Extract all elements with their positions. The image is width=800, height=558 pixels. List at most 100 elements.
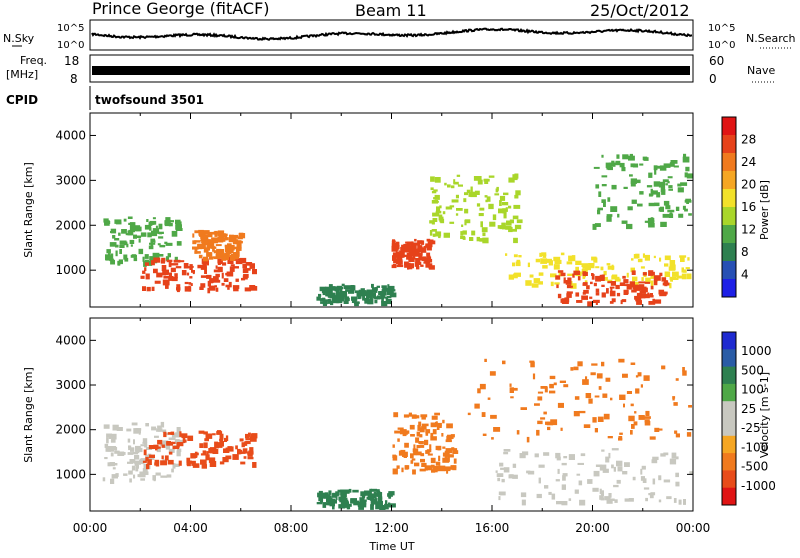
velocity-cell (606, 499, 613, 504)
velocity-cell (598, 386, 602, 390)
power-cell (178, 260, 185, 263)
velocity-colorbar-frame (721, 331, 737, 506)
power-cell (387, 284, 390, 290)
power-cell (682, 205, 686, 210)
power-cell (628, 155, 635, 161)
power-cell (342, 291, 347, 298)
power-cell (619, 162, 625, 168)
velocity-cell (151, 426, 157, 431)
power-cell (244, 287, 251, 292)
power-cell (603, 270, 607, 276)
power-cell (662, 282, 670, 286)
power-cell (392, 239, 396, 245)
velocity-cell (417, 424, 421, 431)
velocity-cell (411, 414, 417, 419)
power-cell (140, 275, 145, 279)
velocity-cell (652, 478, 656, 485)
velocity-cell (588, 398, 593, 404)
velocity-colorbar-tick-label: 500 (741, 363, 764, 377)
velocity-cell (484, 358, 487, 362)
velocity-cell (631, 424, 635, 429)
power-cell (662, 179, 669, 183)
power-cell (516, 219, 523, 224)
power-cell (151, 286, 155, 291)
power-cell (623, 186, 628, 189)
velocity-cell (107, 462, 111, 467)
power-cell (345, 289, 351, 292)
power-cell (642, 272, 647, 276)
power-cell (466, 189, 471, 193)
power-cell (320, 301, 324, 304)
velocity-cell (430, 436, 437, 441)
velocity-cell (340, 489, 346, 496)
velocity-cell (434, 412, 440, 416)
power-cell (611, 275, 616, 280)
velocity-cell (147, 459, 152, 465)
velocity-colorbar-segment (722, 418, 736, 437)
power-cell (204, 269, 207, 274)
power-cell (505, 207, 508, 212)
power-cell (653, 255, 656, 259)
velocity-cell (148, 445, 154, 450)
power-cell (639, 284, 645, 290)
velocity-cell (579, 499, 586, 506)
velocity-cell (364, 490, 370, 496)
velocity-cell (534, 403, 540, 406)
power-cell (629, 153, 633, 158)
power-cell (174, 273, 178, 279)
power-cell (645, 277, 651, 284)
power-cell (229, 245, 234, 250)
velocity-cell (367, 495, 375, 500)
power-cell (653, 181, 661, 187)
power-cell (149, 256, 154, 260)
velocity-cell (544, 387, 548, 393)
velocity-cell (401, 467, 404, 473)
power-cell (508, 274, 514, 280)
power-cell (484, 195, 488, 198)
power-cell (374, 296, 382, 300)
power-cell (119, 249, 122, 254)
power-cell (661, 277, 667, 282)
power-cell (171, 277, 176, 280)
velocity-cell (249, 447, 254, 453)
velocity-cell (200, 459, 207, 465)
power-cell (687, 257, 690, 261)
power-cell (642, 156, 648, 161)
velocity-cell (186, 457, 191, 463)
power-cell (624, 284, 629, 287)
velocity-cell (384, 503, 389, 510)
power-cell (481, 227, 488, 233)
power-cell (652, 220, 655, 223)
velocity-cell (580, 453, 586, 457)
power-cell (110, 231, 116, 233)
velocity-cell (479, 383, 486, 390)
velocity-cell (669, 458, 677, 465)
velocity-cell (323, 492, 326, 496)
power-cell (590, 281, 593, 285)
power-cell (652, 190, 658, 195)
power-cell (444, 182, 447, 186)
power-cell (461, 224, 464, 227)
power-cell (575, 260, 582, 265)
power-cell (568, 291, 573, 294)
power-cell (650, 280, 654, 287)
power-cell (518, 255, 522, 258)
power-cell (325, 286, 330, 290)
power-cell (667, 176, 673, 179)
power-cell (190, 265, 194, 268)
power-cell (192, 240, 197, 245)
velocity-cell (419, 468, 426, 472)
velocity-cell (605, 377, 611, 382)
power-cell (119, 245, 125, 248)
velocity-cell (128, 470, 133, 475)
velocity-cell (562, 475, 566, 481)
velocity-cell (142, 471, 149, 475)
power-cell (449, 221, 455, 224)
power-cell (331, 296, 337, 301)
power-cell (394, 243, 398, 247)
velocity-cell (420, 453, 425, 457)
power-data-cells (103, 153, 693, 307)
velocity-cell (482, 433, 487, 436)
velocity-cell (205, 454, 210, 461)
power-cell (417, 252, 423, 257)
